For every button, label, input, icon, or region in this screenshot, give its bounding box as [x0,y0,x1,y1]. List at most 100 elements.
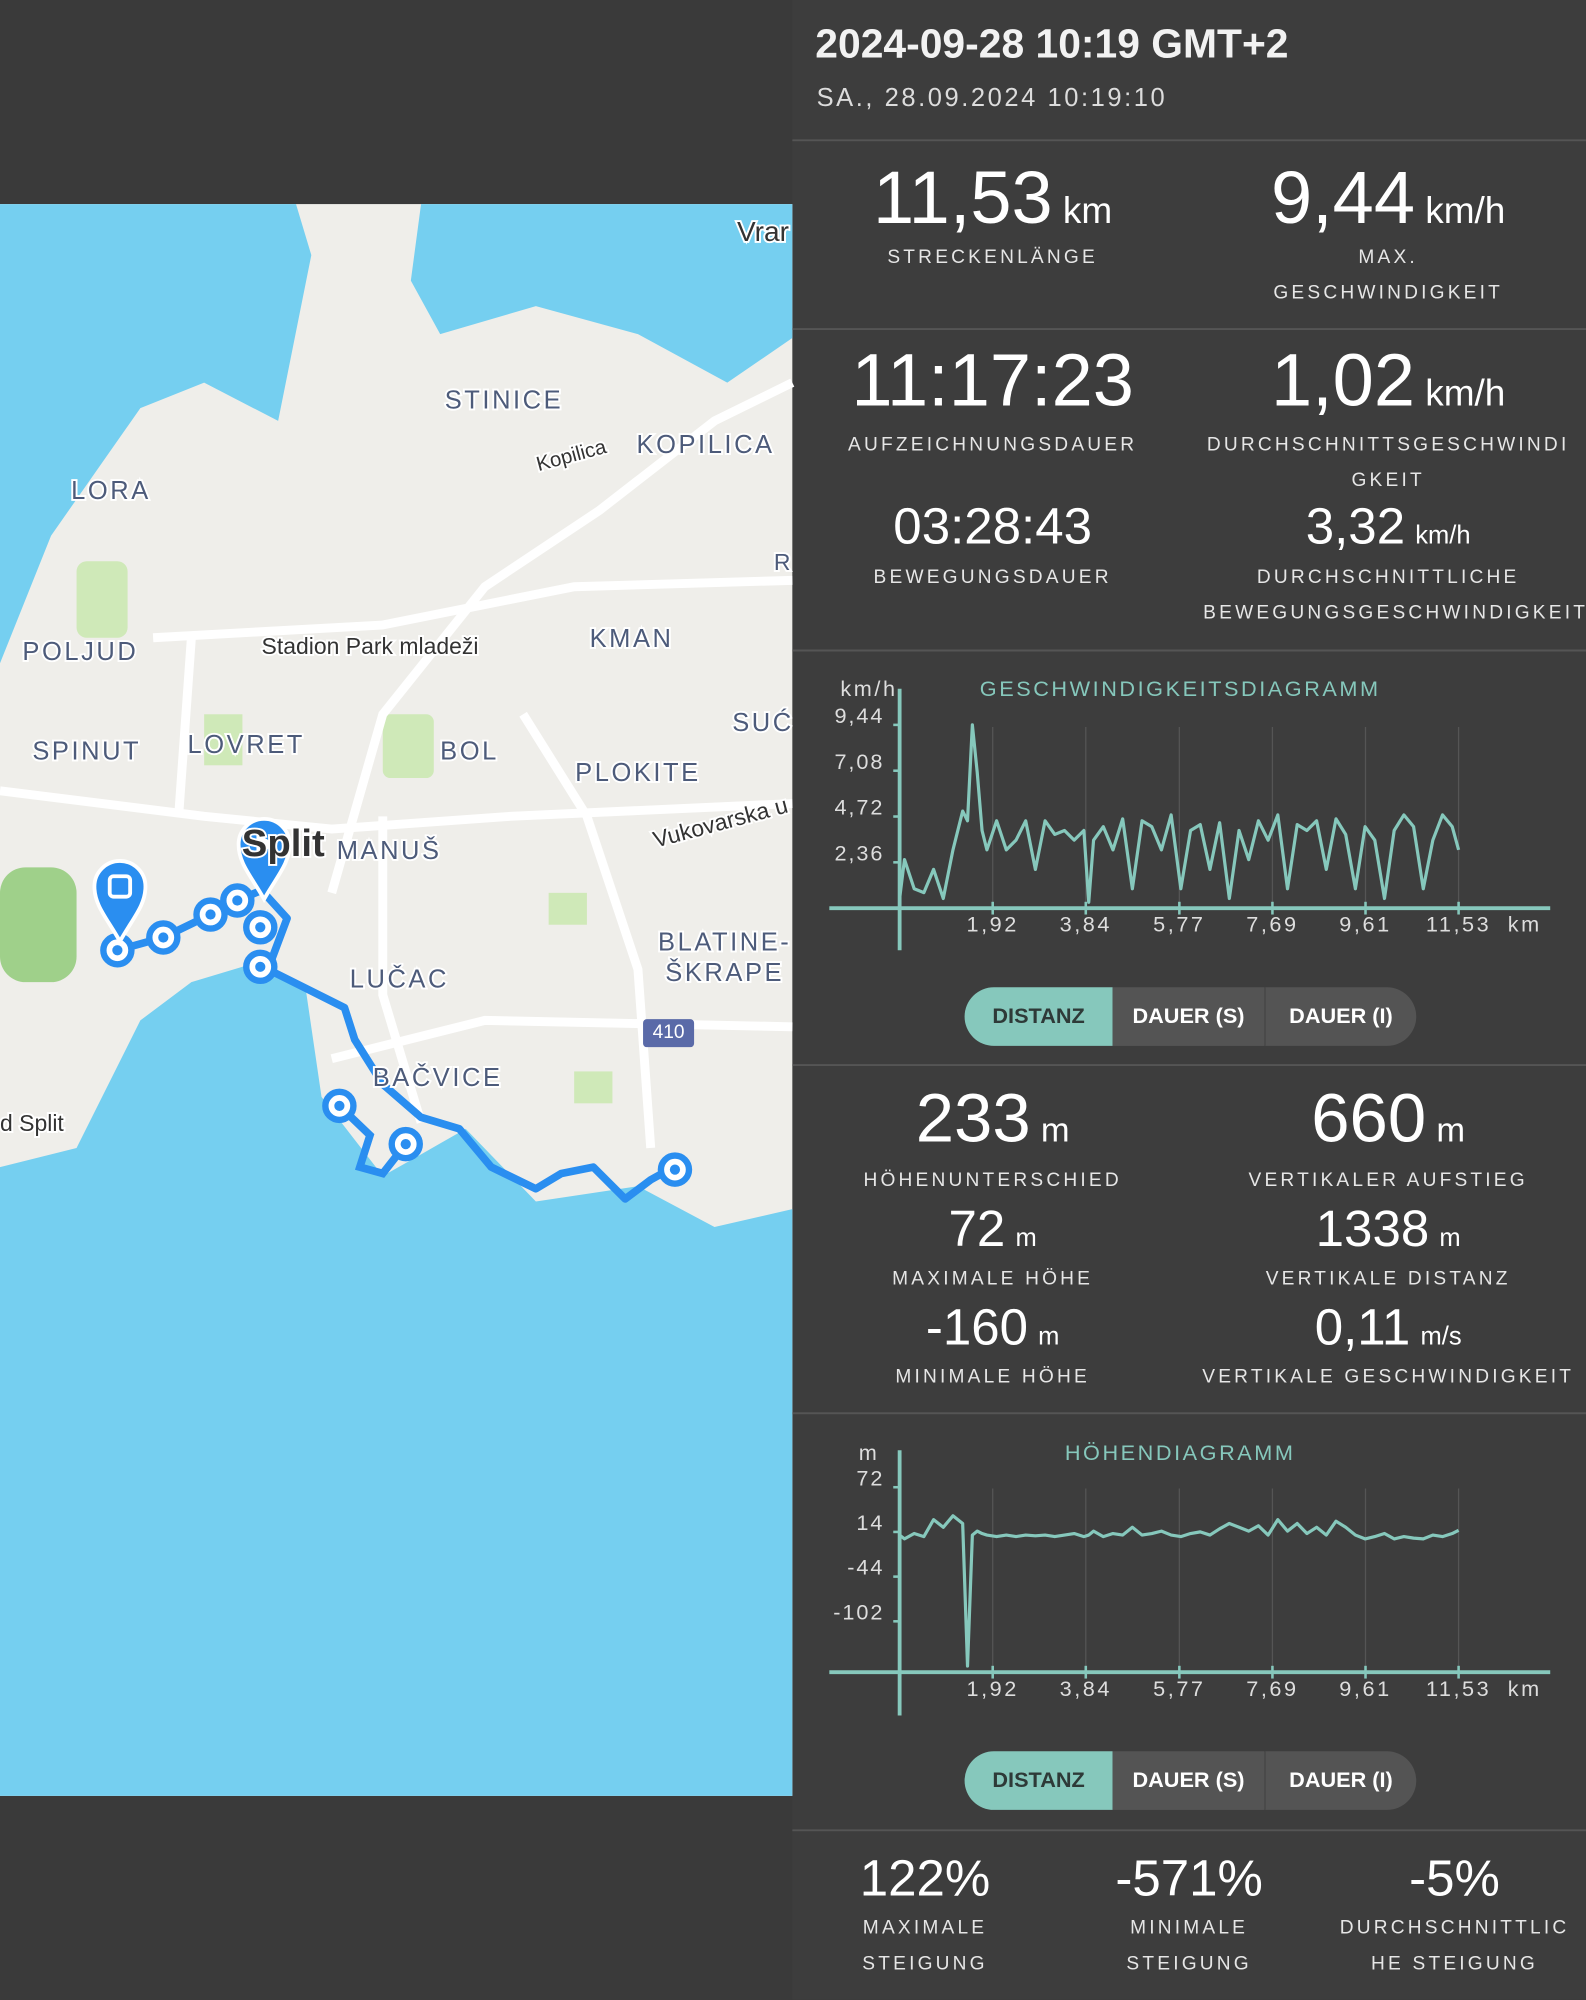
data-line [898,1514,1460,1668]
stat-unit: km/h [1425,373,1506,415]
data-line [898,723,1461,904]
stat-unit: m [1436,1110,1466,1149]
map-label: POLJUD [22,638,138,666]
stat-unit: m [1015,1224,1037,1253]
stat-unit: km [1062,191,1113,233]
map-label: Vrar [737,216,789,247]
stat-unit: km/h [1425,191,1506,233]
road-badge [643,1019,695,1048]
stat-number: 1,02 [1270,339,1415,423]
x-axis-label: km [1508,912,1542,937]
x-tick-label: 7,69 [1246,912,1298,937]
subtitle: SA., 28.09.2024 10:19:10 [816,84,1168,113]
stat-value: -5% [1199,1848,1586,1909]
stat-number: 9,44 [1270,156,1415,240]
stat-number: 03:28:43 [893,498,1092,556]
stat-value: 72 m [737,1199,1247,1269]
stat-number: 660 [1311,1079,1427,1157]
toggle-button[interactable]: DAUER (S) [1112,1751,1265,1810]
stat-unit: m [1038,1322,1060,1351]
sea [0,204,312,664]
stat-label: DURCHSCHNITTLICHE BEWEGUNGSGESCHWINDIGKE… [1203,566,1586,624]
stat-value: 660 m [1133,1077,1586,1171]
map-label: KMAN [590,625,674,653]
stat-value: 03:28:43 [737,496,1247,557]
toggle-button[interactable]: DAUER (S) [1112,987,1265,1046]
map-label: 410 [653,1022,685,1043]
chart-title: HÖHENDIAGRAMM [1065,1440,1296,1465]
y-tick-label: 9,44 [834,703,884,728]
stat-label: MAXIMALE HÖHE [892,1267,1094,1290]
map-label: MANUŠ [337,836,442,865]
map-label: SPINUT [32,737,141,765]
stat-number: -571% [1115,1850,1263,1908]
sea [0,963,793,1796]
map-label: PLOKITE [575,759,701,787]
y-tick-label: -44 [847,1555,884,1580]
toggle-button[interactable]: DAUER (I) [1264,987,1417,1046]
map-label: LUČAC [350,965,449,994]
x-axis-label: km [1508,1676,1542,1701]
x-tick-label: 3,84 [1060,912,1112,937]
stat-label: MAXIMALE STEIGUNG [862,1917,988,1975]
toggle-button[interactable]: DISTANZ [964,987,1113,1046]
x-tick-label: 11,53 [1426,912,1491,937]
map-label: Split [242,822,325,865]
title: 2024-09-28 10:19 GMT+2 [815,20,1289,67]
stat-number: 233 [915,1079,1031,1157]
stat-value: 1,02 km/h [1133,337,1586,440]
stat-number: -5% [1409,1850,1500,1908]
stat-label: MINIMALE HÖHE [895,1366,1090,1388]
map-label: LORA [71,477,151,505]
x-tick-label: 5,77 [1153,1676,1205,1701]
stat-value: 122% [670,1848,1180,1909]
stat-label: VERTIKALER AUFSTIEG [1248,1169,1528,1192]
stat-value: 11,53 km [737,154,1247,257]
y-tick-label: -102 [833,1599,884,1624]
stat-value: -571% [934,1848,1444,1909]
x-tick-label: 11,53 [1426,1676,1491,1701]
stat-number: 1338 [1315,1201,1430,1258]
chart-title: GESCHWINDIGKEITSDIAGRAMM [980,676,1381,701]
y-axis-label: m [859,1440,880,1465]
parks [0,561,613,1104]
stat-number: 0,11 [1314,1299,1411,1357]
map-label: LOVRET [188,731,305,759]
stat-label: DURCHSCHNITTLICHE STEIGUNG [1339,1917,1570,1975]
toggle-button[interactable]: DISTANZ [964,1751,1113,1810]
y-tick-label: 2,36 [834,840,884,865]
map-label: SUĆ [732,708,794,737]
stat-unit: m [1040,1110,1070,1149]
stat-label: MAX. GESCHWINDIGKEIT [1273,246,1504,304]
stat-value: 11:17:23 [737,337,1247,426]
stat-label: STRECKENLÄNGE [887,246,1098,268]
map-label: ŠKRAPE [665,958,784,987]
stat-value: 233 m [737,1077,1247,1171]
x-tick-label: 9,61 [1339,1676,1391,1701]
x-tick-label: 3,84 [1060,1676,1112,1701]
stat-unit: km/h [1415,521,1471,550]
stat-number: 72 [948,1201,1006,1258]
stat-label: VERTIKALE DISTANZ [1265,1267,1511,1290]
stat-label: MINIMALE STEIGUNG [1126,1917,1252,1975]
stat-number: -160 [925,1299,1028,1357]
y-tick-label: 72 [856,1465,884,1490]
stat-value: -160 m [737,1297,1247,1367]
x-tick-label: 9,61 [1339,912,1391,937]
toggle-button[interactable]: DAUER (I) [1264,1751,1417,1810]
map-label: BOL [440,737,499,765]
stat-value: 3,32 km/h [1133,496,1586,566]
map-label: d Split [0,1110,64,1136]
stat-label: VERTIKALE GESCHWINDIGKEIT [1202,1366,1575,1388]
y-tick-label: 14 [856,1510,884,1535]
stat-value: 9,44 km/h [1133,154,1586,257]
x-tick-label: 1,92 [967,912,1019,937]
stat-number: 122% [859,1850,991,1908]
map-label: BLATINE- [658,929,791,957]
sea [410,204,793,383]
stat-label: DURCHSCHNITTSGESCHWINDIGKEIT [1206,433,1570,492]
y-axis-label: km/h [840,676,897,701]
map-label: BAČVICE [373,1063,503,1092]
